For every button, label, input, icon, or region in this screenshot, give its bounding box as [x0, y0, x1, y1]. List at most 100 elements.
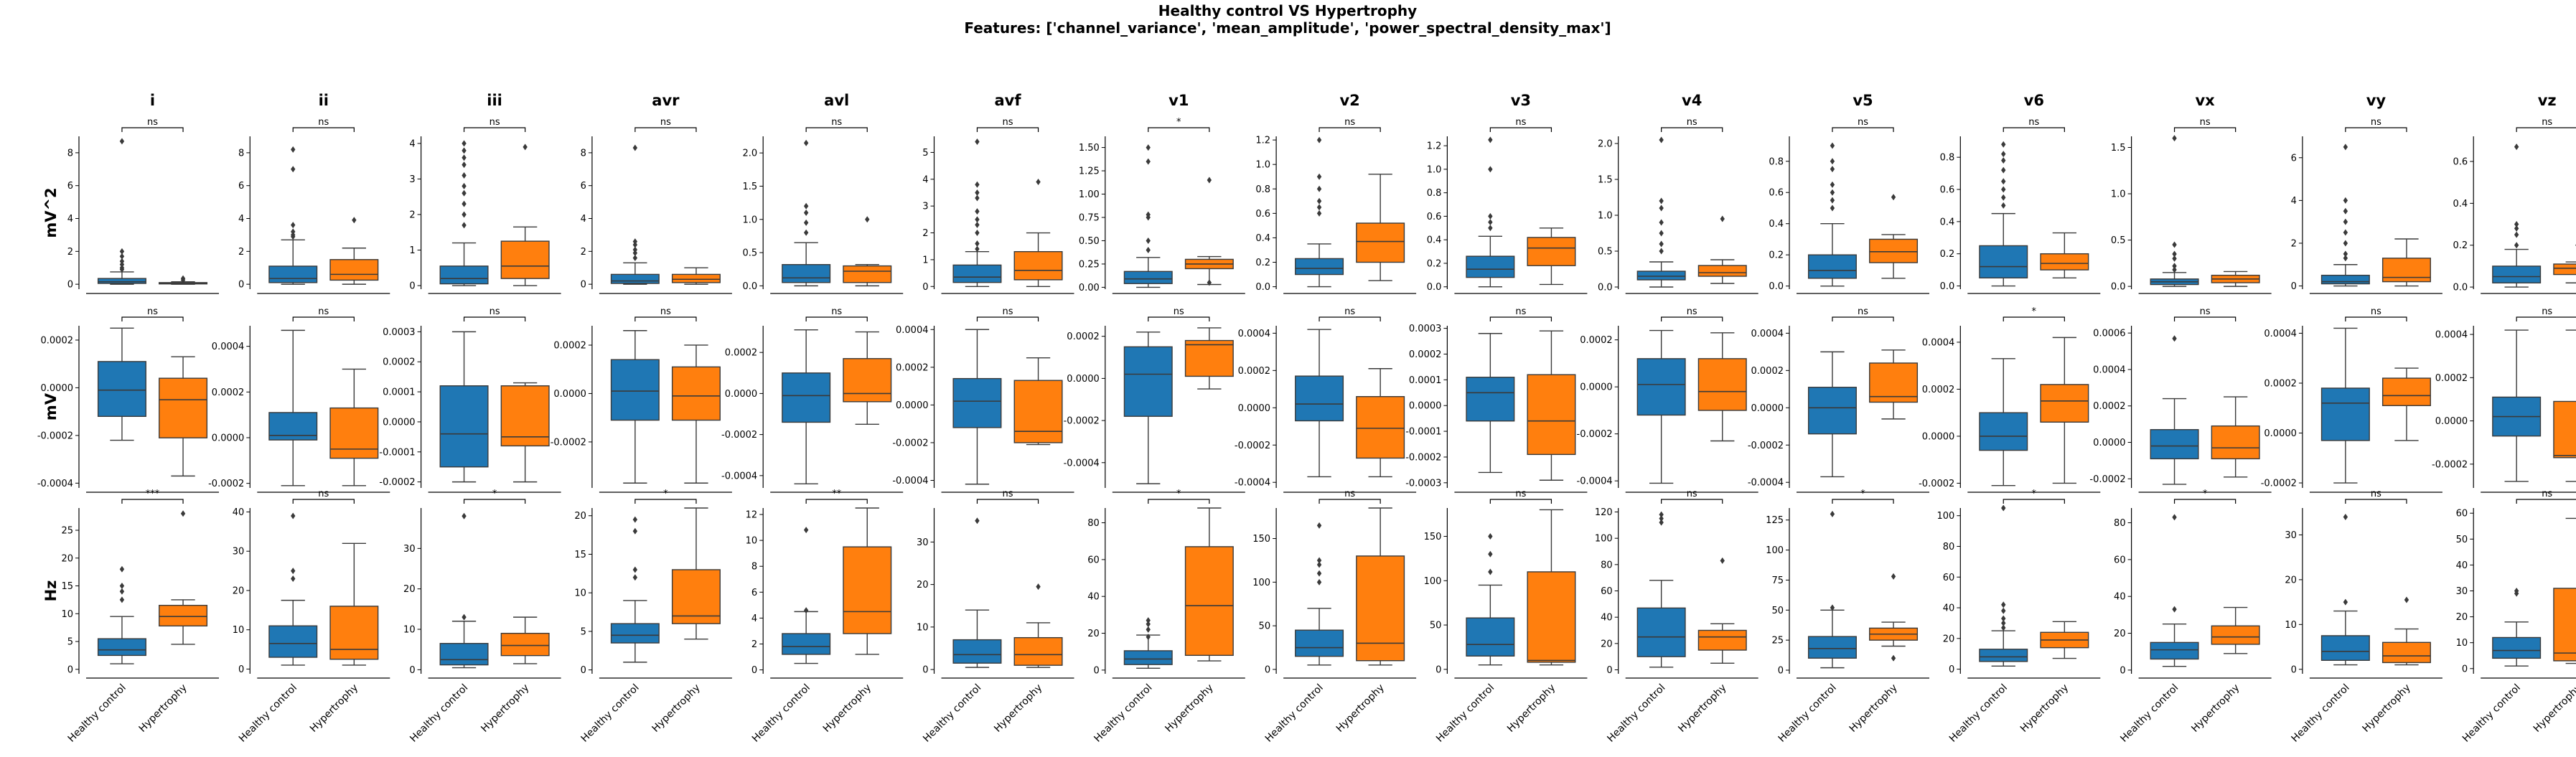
outlier-point: [119, 258, 125, 265]
y-tick-label: 0.2: [2453, 240, 2468, 251]
significance-bracket: [121, 499, 184, 504]
significance-label: ns: [2542, 306, 2552, 317]
y-tick-label: -0.0004: [1748, 478, 1784, 489]
y-tick-label: 0: [581, 665, 586, 676]
outlier-point: [1830, 181, 1835, 188]
y-tick-label: 0.0000: [1409, 401, 1442, 412]
y-tick-label: 0.0004: [212, 342, 245, 352]
iqr-box: [1013, 636, 1063, 666]
significance-bracket: [292, 499, 355, 504]
significance-bracket: [976, 127, 1039, 132]
x-category-label: Healthy control: [237, 682, 299, 745]
panel-title-vx: vx: [2195, 92, 2215, 109]
x-category-label: Hypertrophy: [308, 682, 360, 735]
panel-vy-row-0: 0 2 4 6 ns: [2291, 117, 2442, 294]
iqr-box: [2320, 635, 2370, 661]
y-tick-label: 6: [67, 181, 73, 192]
y-tick-label: 80: [1943, 542, 1955, 553]
box-healthy-control: [1295, 329, 1344, 478]
box-healthy-control: [268, 329, 318, 486]
panel-avf-row-0: 0 1 2 3 4 5 ns: [922, 117, 1074, 294]
y-tick-label: -0.0002: [1235, 441, 1270, 451]
panel-v6-row-2: 0 20 40 60 80 100 * Healthy control Hypertrophy: [1936, 489, 2101, 745]
iqr-box: [1807, 636, 1857, 659]
iqr-box: [1295, 375, 1344, 422]
outlier-point: [1036, 179, 1041, 186]
y-tick-label: 0.4: [2453, 199, 2468, 210]
y-tick-label: 0.0000: [896, 400, 929, 411]
y-tick-label: -0.0002: [1748, 441, 1784, 451]
outlier-point: [462, 161, 467, 169]
iqr-box: [1697, 265, 1747, 277]
y-tick-label: 5: [67, 637, 73, 648]
outlier-point: [803, 229, 809, 236]
x-category-label: Healthy control: [579, 682, 642, 745]
y-tick-label: 0.0002: [1067, 332, 1100, 342]
panel-v2-row-2: 0 50 100 150 ns Healthy control Hypertrophy: [1252, 489, 1417, 745]
box-hypertrophy: [1356, 368, 1405, 478]
significance-label: ns: [1687, 117, 1697, 128]
y-tick-label: 20: [233, 586, 245, 596]
panel-v4-row-1: -0.0004 -0.0002 0.0000 0.0002 ns: [1577, 306, 1758, 493]
y-tick-label: 0.5: [2111, 235, 2126, 246]
x-category-label: Hypertrophy: [1334, 682, 1387, 735]
y-tick-label: 6: [581, 181, 586, 192]
y-tick-label: 0.0000: [383, 417, 416, 428]
y-tick-label: 0.6: [1769, 188, 1784, 199]
row-label-2: Hz: [42, 580, 60, 602]
y-tick-label: 3: [409, 174, 415, 185]
y-tick-label: -0.0002: [551, 437, 586, 448]
outlier-point: [865, 216, 870, 223]
iqr-box: [2211, 425, 2260, 460]
significance-bracket: [292, 127, 355, 132]
outlier-point: [2001, 194, 2006, 201]
y-tick-label: 1.50: [1079, 143, 1100, 154]
outlier-point: [1659, 511, 1664, 518]
iqr-box: [1123, 650, 1173, 665]
y-tick-label: 0: [2462, 664, 2468, 674]
box-healthy-control: [1123, 144, 1173, 288]
box-hypertrophy: [500, 382, 550, 483]
outlier-point: [1316, 197, 1322, 204]
y-tick-label: 100: [1766, 545, 1784, 556]
y-tick-label: 0.0002: [2435, 373, 2468, 384]
y-tick-label: 0.5: [743, 248, 758, 259]
outlier-point: [2001, 166, 2006, 174]
y-tick-label: 0.0: [2111, 282, 2126, 293]
panel-vz-row-1: -0.0002 0.0000 0.0002 0.0004 ns: [2432, 306, 2576, 493]
significance-bracket: [1489, 316, 1552, 321]
y-tick-label: 0.0: [1940, 281, 1955, 292]
significance-label: ns: [2542, 117, 2552, 128]
outlier-point: [119, 565, 125, 573]
outlier-point: [2343, 513, 2348, 520]
iqr-box: [952, 639, 1002, 664]
y-tick-label: 10: [917, 622, 929, 633]
significance-label: ns: [1344, 489, 1355, 499]
outlier-point: [2172, 250, 2177, 258]
y-tick-label: 80: [1087, 518, 1100, 529]
iqr-box: [610, 623, 660, 644]
outlier-point: [632, 241, 638, 248]
y-tick-label: 0: [922, 665, 928, 676]
y-tick-label: 0.0002: [41, 335, 74, 346]
outlier-point: [2343, 144, 2348, 151]
y-tick-label: 1.0: [1427, 164, 1442, 175]
outlier-point: [119, 596, 125, 603]
outlier-point: [2001, 619, 2006, 626]
iqr-box: [843, 358, 892, 403]
y-tick-label: 10: [403, 625, 416, 636]
significance-label: ns: [318, 117, 329, 128]
box-hypertrophy: [159, 510, 208, 645]
panel-title-ii: ii: [319, 92, 329, 109]
y-tick-label: 1.2: [1427, 141, 1442, 152]
significance-bracket: [1832, 127, 1894, 132]
box-hypertrophy: [329, 368, 379, 486]
y-tick-label: 0.0004: [1922, 337, 1955, 348]
y-tick-label: 1.0: [2111, 189, 2126, 200]
outlier-point: [2514, 590, 2519, 597]
y-tick-label: 0: [2291, 281, 2297, 292]
x-category-label: Hypertrophy: [479, 682, 531, 735]
y-tick-label: 0.6: [2453, 157, 2468, 168]
outlier-point: [632, 238, 638, 245]
outlier-point: [2001, 202, 2006, 209]
